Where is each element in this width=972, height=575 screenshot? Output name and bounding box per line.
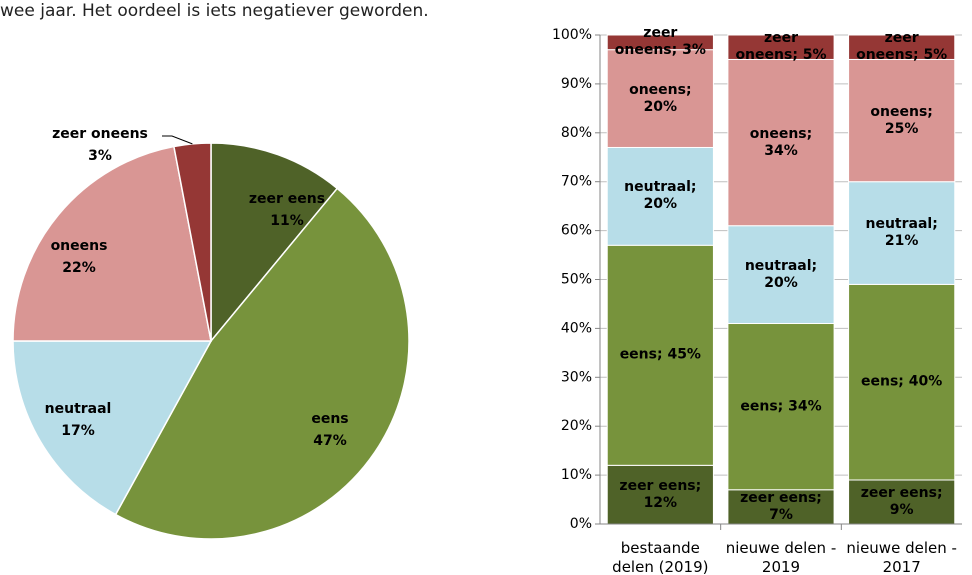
y-tick-label: 0% [570,516,592,532]
x-tick-label: nieuwe delen - 2019 [725,539,837,575]
bar-segment [848,34,956,60]
y-tick-label: 30% [561,369,592,385]
bar-label: neutraal; 21% [865,216,938,250]
bar-label: eens; 34% [740,398,822,415]
y-tick-label: 50% [561,272,592,288]
bar-segment [606,146,714,246]
bar-label: eens; 45% [619,346,701,363]
pie-slice [114,187,410,540]
bar-segment [606,464,714,525]
y-tick-label: 90% [561,76,592,92]
pie-label-value: 22% [62,260,96,276]
bar-segment [848,58,956,183]
pie-label-value: 11% [270,213,304,229]
pie-label-value: 47% [313,433,347,449]
bar-label: oneens; 34% [749,125,813,159]
pie-label-name: eens [311,411,348,427]
y-tick-label: 60% [561,223,592,239]
bar-segment [606,49,714,148]
leader-line [162,135,193,145]
x-tick-label: bestaande delen (2019) [612,539,709,575]
bar-label: neutraal; 20% [744,257,818,291]
bar-segment [727,323,835,491]
pie-label-name: neutraal [45,401,112,417]
bar-label: eens; 40% [861,373,943,390]
bar-label: zeer oneens; 5% [856,30,948,64]
bar-segment [727,489,835,525]
bar-segment [606,244,714,466]
pie-slice [12,340,213,516]
bar-label: zeer eens; 7% [740,489,822,523]
bar-segment [727,34,835,60]
y-tick-label: 10% [561,467,592,483]
bar-segment [848,181,956,285]
x-tick-label: nieuwe delen - 2017 [846,539,957,575]
bar-label: oneens; 20% [629,81,692,115]
y-tick-label: 20% [561,418,592,434]
bar-segment [606,34,714,51]
pie-label-name: zeer oneens [52,126,148,142]
intro-text: wee jaar. Het oordeel is iets negatiever… [0,1,429,21]
y-tick-label: 40% [561,320,592,336]
bar-label: oneens; 25% [870,103,933,137]
bar-label: neutraal; 20% [624,179,697,213]
pie-slice [12,145,212,342]
bar-label: zeer eens; 12% [619,477,702,511]
pie-label-value: 3% [88,148,112,164]
bar-label: zeer oneens; 3% [614,25,706,59]
pie-label-name: zeer eens [249,191,325,207]
pie-label-name: oneens [51,238,108,254]
y-tick-label: 70% [561,174,592,190]
pie-slice [210,142,339,344]
y-tick-label: 100% [552,27,592,43]
pie-label-value: 17% [61,423,95,439]
bar-label: zeer eens; 9% [860,484,943,518]
bar-segment [727,225,835,325]
y-tick-label: 80% [561,125,592,141]
bar-label: zeer oneens; 5% [735,30,827,64]
